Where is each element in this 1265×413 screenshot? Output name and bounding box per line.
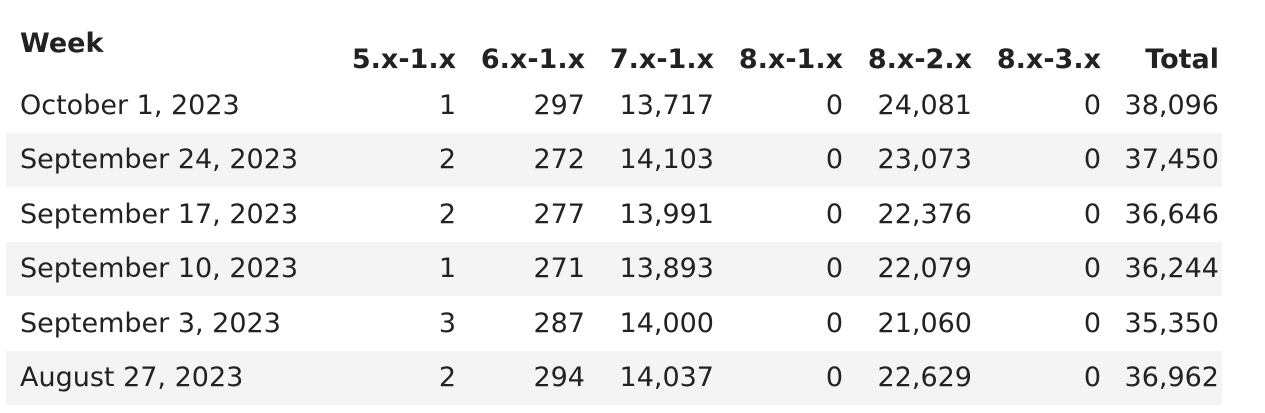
value-cell: 22,629 — [877, 362, 972, 394]
value-cell: 272 — [533, 144, 585, 176]
column-header: 8.x-1.x — [738, 44, 843, 75]
value-cell: 0 — [825, 89, 843, 121]
value-cell: 13,717 — [619, 89, 714, 121]
value-cell: 294 — [533, 362, 585, 394]
value-cell: 14,103 — [619, 144, 714, 176]
value-cell: 21,060 — [877, 307, 972, 339]
table-row: September 10, 2023 1 271 13,893 0 22,079 0 36,2… — [6, 241, 1222, 296]
column-header: 6.x-1.x — [480, 44, 585, 75]
header-row: Week 5.x-1.x 6.x-1.x 7.x-1.x 8.x-1.x 8.x-2.x 8… — [6, 22, 1222, 78]
week-cell: September 10, 2023 — [20, 253, 299, 285]
value-cell: 0 — [825, 144, 843, 176]
value-cell: 0 — [1083, 89, 1101, 121]
value-cell: 0 — [1083, 362, 1101, 394]
table-row: September 17, 2023 2 277 13,991 0 22,376 0 36,6… — [6, 187, 1222, 242]
value-cell: 36,646 — [1124, 198, 1219, 230]
value-cell: 0 — [1083, 253, 1101, 285]
value-cell: 0 — [825, 362, 843, 394]
value-cell: 0 — [825, 307, 843, 339]
column-header: Week — [20, 28, 104, 59]
week-cell: September 3, 2023 — [20, 307, 281, 339]
value-cell: 2 — [438, 362, 456, 394]
table-row: September 24, 2023 2 272 14,103 0 23,073 0 37,4… — [6, 132, 1222, 187]
value-cell: 13,991 — [619, 198, 714, 230]
value-cell: 22,079 — [877, 253, 972, 285]
value-cell: 37,450 — [1124, 144, 1219, 176]
column-header: 5.x-1.x — [351, 44, 456, 75]
column-header: 8.x-2.x — [867, 44, 972, 75]
value-cell: 1 — [438, 253, 456, 285]
value-cell: 287 — [533, 307, 585, 339]
value-cell: 297 — [533, 89, 585, 121]
value-cell: 36,962 — [1124, 362, 1219, 394]
value-cell: 38,096 — [1124, 89, 1219, 121]
value-cell: 2 — [438, 144, 456, 176]
value-cell: 0 — [825, 253, 843, 285]
week-cell: September 17, 2023 — [20, 198, 299, 230]
value-cell: 0 — [825, 198, 843, 230]
value-cell: 0 — [1083, 144, 1101, 176]
table-row: August 27, 2023 2 294 14,037 0 22,629 0 36,962 — [6, 350, 1222, 405]
week-cell: August 27, 2023 — [20, 362, 244, 394]
column-header: 7.x-1.x — [609, 44, 714, 75]
column-header: Total — [1145, 44, 1219, 75]
table-row: October 1, 2023 1 297 13,717 0 24,081 0 38,096 — [6, 78, 1222, 133]
table-body: October 1, 2023 1 297 13,717 0 24,081 0 38,096 S… — [6, 78, 1222, 405]
value-cell: 35,350 — [1124, 307, 1219, 339]
value-cell: 22,376 — [877, 198, 972, 230]
value-cell: 13,893 — [619, 253, 714, 285]
value-cell: 14,000 — [619, 307, 714, 339]
value-cell: 0 — [1083, 198, 1101, 230]
column-header: 8.x-3.x — [996, 44, 1101, 75]
weekly-usage-table: Week 5.x-1.x 6.x-1.x 7.x-1.x 8.x-1.x 8.x-2.x 8… — [6, 22, 1222, 405]
value-cell: 23,073 — [877, 144, 972, 176]
value-cell: 3 — [438, 307, 456, 339]
value-cell: 36,244 — [1124, 253, 1219, 285]
value-cell: 14,037 — [619, 362, 714, 394]
value-cell: 2 — [438, 198, 456, 230]
value-cell: 1 — [438, 89, 456, 121]
week-cell: October 1, 2023 — [20, 89, 240, 121]
table-row: September 3, 2023 3 287 14,000 0 21,060 0 35,35… — [6, 296, 1222, 351]
week-cell: September 24, 2023 — [20, 144, 299, 176]
value-cell: 277 — [533, 198, 585, 230]
value-cell: 0 — [1083, 307, 1101, 339]
value-cell: 271 — [533, 253, 585, 285]
value-cell: 24,081 — [877, 89, 972, 121]
